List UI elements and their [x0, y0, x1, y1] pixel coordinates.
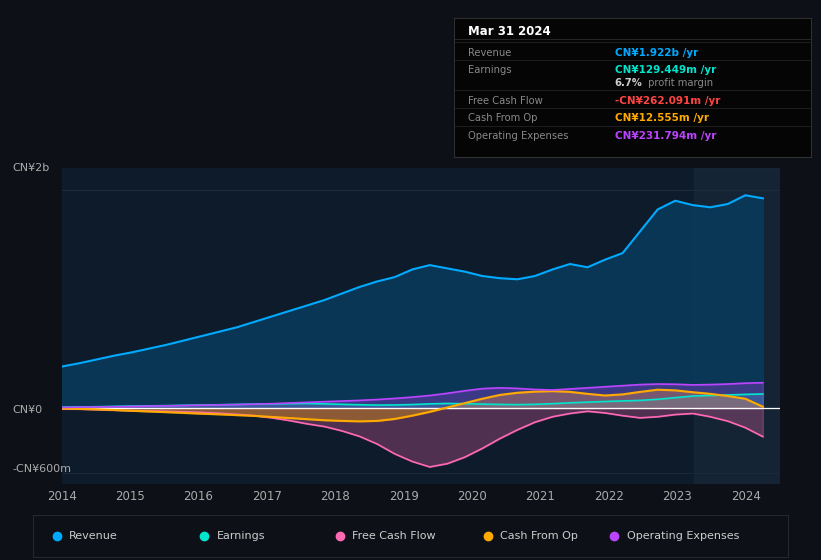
Text: CN¥12.555m /yr: CN¥12.555m /yr: [615, 113, 709, 123]
Text: Operating Expenses: Operating Expenses: [626, 531, 739, 541]
Text: Cash From Op: Cash From Op: [468, 113, 538, 123]
Text: CN¥129.449m /yr: CN¥129.449m /yr: [615, 65, 716, 75]
Text: -CN¥262.091m /yr: -CN¥262.091m /yr: [615, 96, 720, 105]
Text: Earnings: Earnings: [217, 531, 265, 541]
Text: Mar 31 2024: Mar 31 2024: [468, 25, 551, 38]
Text: CN¥0: CN¥0: [12, 405, 43, 415]
Text: -CN¥600m: -CN¥600m: [12, 464, 71, 474]
Text: Free Cash Flow: Free Cash Flow: [352, 531, 436, 541]
Bar: [695, 168, 780, 484]
Text: Revenue: Revenue: [69, 531, 118, 541]
Text: Free Cash Flow: Free Cash Flow: [468, 96, 543, 105]
Text: CN¥231.794m /yr: CN¥231.794m /yr: [615, 131, 716, 141]
Text: Earnings: Earnings: [468, 65, 512, 75]
Text: Cash From Op: Cash From Op: [500, 531, 577, 541]
Text: profit margin: profit margin: [645, 78, 713, 88]
Text: CN¥1.922b /yr: CN¥1.922b /yr: [615, 48, 698, 58]
Text: Operating Expenses: Operating Expenses: [468, 131, 569, 141]
Text: CN¥2b: CN¥2b: [12, 163, 49, 173]
Text: Revenue: Revenue: [468, 48, 511, 58]
Text: 6.7%: 6.7%: [615, 78, 643, 88]
